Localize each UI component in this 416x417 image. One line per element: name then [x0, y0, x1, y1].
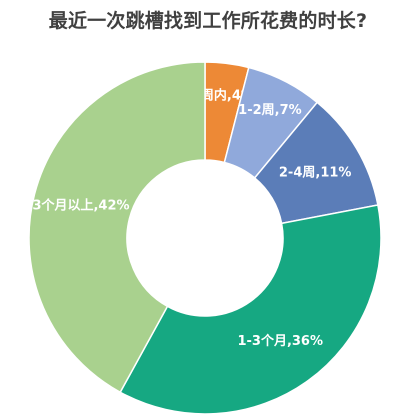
slice-4 — [119, 204, 382, 415]
data-label-3: 2-4周,11% — [279, 165, 352, 180]
slice-5 — [28, 61, 206, 394]
chart-title: 最近一次跳槽找到工作所花费的时长? — [48, 10, 368, 32]
data-label-2: 1-2周,7% — [238, 103, 302, 118]
data-label-5: 3个月以上,42% — [32, 198, 129, 214]
data-label-4: 1-3个月,36% — [237, 333, 323, 349]
data-label-1: 1周内,4% — [192, 88, 254, 104]
